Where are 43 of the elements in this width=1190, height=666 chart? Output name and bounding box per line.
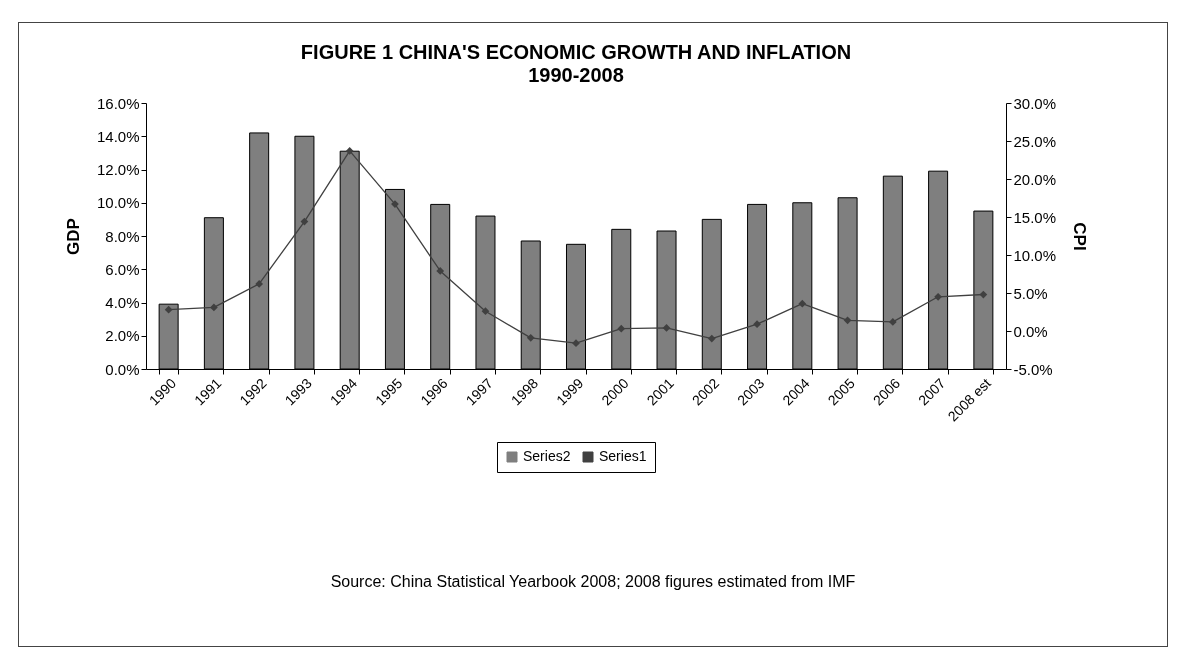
chart-title: FIGURE 1 CHINA'S ECONOMIC GROWTH AND INFLATION — [300, 41, 852, 63]
point — [164, 305, 173, 314]
y-axis-title: GDP — [63, 218, 83, 255]
y-tick-label: 2.0% — [105, 327, 140, 345]
point — [979, 290, 988, 299]
point — [843, 316, 852, 325]
point — [888, 318, 897, 326]
point — [662, 324, 671, 332]
point — [526, 333, 535, 342]
point — [707, 334, 716, 343]
y2-tick-label: 25.0% — [1013, 132, 1057, 150]
point — [255, 280, 264, 288]
y2-axis-title: CPI — [1070, 222, 1090, 251]
point — [572, 339, 580, 348]
y-tick-label: 14.0% — [96, 127, 140, 145]
y2-tick-label: 10.0% — [1013, 246, 1057, 264]
chart-subtitle: 1990-2008 — [528, 64, 624, 86]
legend-label: Series1 — [599, 448, 647, 464]
y2-tick-label: 20.0% — [1013, 170, 1057, 188]
y2-tick-label: 0.0% — [1013, 322, 1048, 340]
legend-label: Series2 — [523, 448, 571, 464]
point — [753, 320, 761, 329]
y2-tick-label: -5.0% — [1013, 360, 1053, 378]
y-tick-label: 16.0% — [96, 94, 140, 112]
point — [300, 217, 309, 226]
point — [345, 147, 354, 155]
y-tick-label: 6.0% — [105, 260, 140, 278]
y2-tick-label: 15.0% — [1013, 208, 1057, 226]
y2-tick-label: 5.0% — [1013, 284, 1048, 302]
y-tick-label: 8.0% — [105, 227, 140, 245]
y-tick-label: 4.0% — [105, 294, 140, 311]
point — [391, 200, 399, 208]
point — [617, 324, 626, 333]
y-tick-label: 12.0% — [96, 161, 140, 178]
point — [798, 299, 807, 308]
source-note: Source: China Statistical Yearbook 2008; 2008 figures estimated from IMF — [329, 573, 857, 591]
point — [436, 267, 445, 275]
point — [210, 303, 218, 312]
y-tick-label: 10.0% — [96, 194, 140, 212]
point — [934, 292, 942, 301]
y2-tick-label: 30.0% — [1013, 94, 1057, 112]
y-tick-label: 0.0% — [105, 360, 140, 378]
point — [481, 307, 490, 316]
